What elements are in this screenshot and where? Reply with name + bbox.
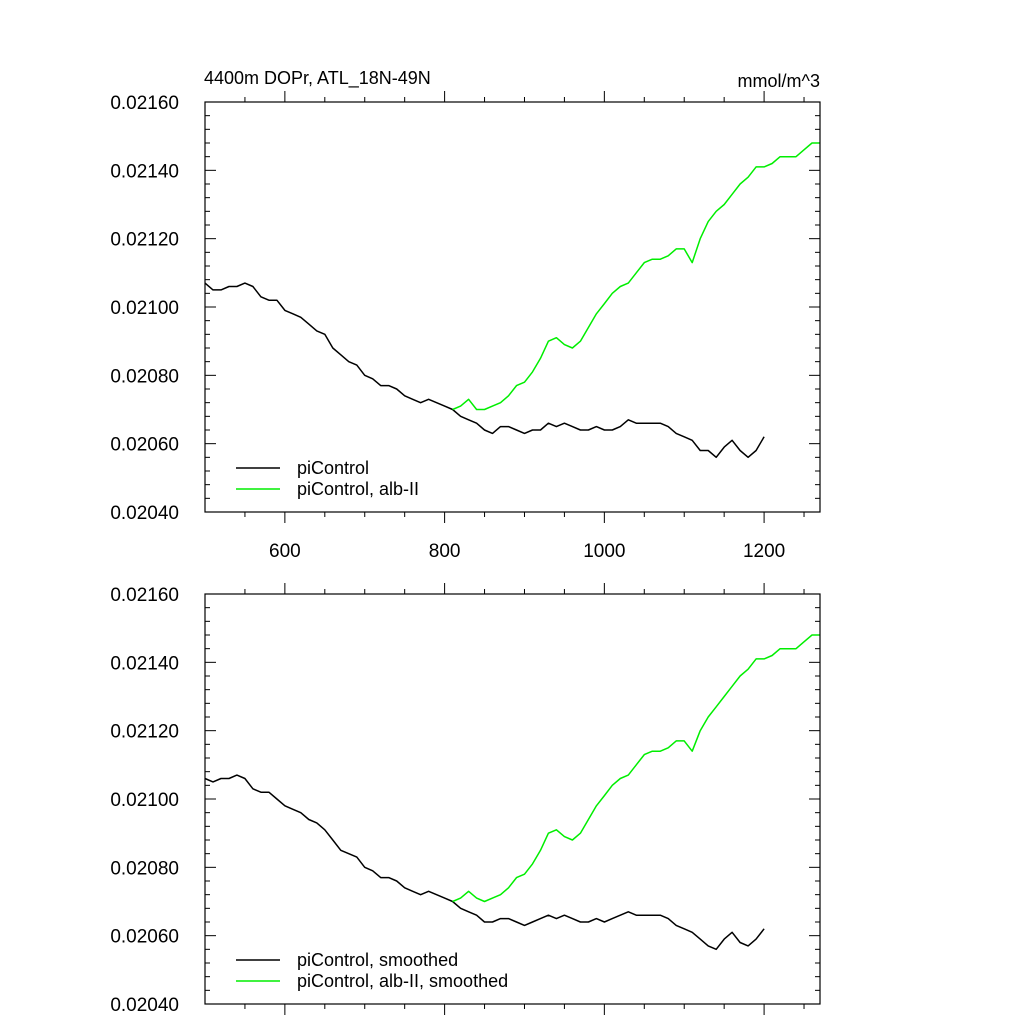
plot-frame — [204, 593, 821, 1005]
plot-frame — [204, 101, 821, 513]
y-tick-label: 0.02040 — [110, 503, 179, 524]
units-label: mmol/m^3 — [738, 71, 820, 91]
y-tick-label: 0.02100 — [110, 790, 179, 811]
x-tick-label: 1000 — [583, 541, 625, 562]
legend-label: piControl, alb-II, smoothed — [297, 971, 508, 991]
x-tick-label: 1200 — [743, 541, 785, 562]
series-line — [452, 142, 820, 411]
x-tick-labels: 600 800 1000 1200 — [269, 541, 785, 562]
y-tick-label: 0.02060 — [110, 927, 179, 948]
plot-lines — [204, 634, 820, 951]
series-line — [204, 774, 765, 951]
y-tick-label: 0.02100 — [110, 298, 179, 319]
plot-lines — [204, 142, 820, 459]
series-line — [452, 634, 820, 903]
y-tick-label: 0.02120 — [110, 230, 179, 251]
y-tick-labels: 0.02040 0.02060 0.02080 0.02100 0.02120 0.021… — [110, 93, 179, 524]
bottom-panel: 0.02040 0.02060 0.02080 0.02100 0.02120 0.021… — [110, 583, 821, 1016]
legend-label: piControl, smoothed — [297, 950, 458, 970]
legend-label: piControl, alb-II — [297, 479, 419, 499]
y-tick-label: 0.02120 — [110, 722, 179, 743]
chart-title: 4400m DOPr, ATL_18N-49N — [204, 68, 431, 89]
y-tick-labels: 0.02040 0.02060 0.02080 0.02100 0.02120 0.021… — [110, 585, 179, 1016]
legend-label: piControl — [297, 458, 369, 478]
series-line — [204, 282, 765, 459]
top-panel: 4400m DOPr, ATL_18N-49N mmol/m^3 0.02040… — [110, 68, 821, 562]
y-tick-label: 0.02140 — [110, 653, 179, 674]
y-tick-label: 0.02160 — [110, 585, 179, 606]
x-tick-label: 800 — [429, 541, 461, 562]
y-tick-label: 0.02140 — [110, 161, 179, 182]
y-tick-label: 0.02080 — [110, 858, 179, 879]
x-tick-label: 600 — [269, 541, 301, 562]
y-tick-label: 0.02160 — [110, 93, 179, 114]
y-tick-label: 0.02080 — [110, 366, 179, 387]
y-tick-label: 0.02060 — [110, 435, 179, 456]
y-tick-label: 0.02040 — [110, 995, 179, 1016]
